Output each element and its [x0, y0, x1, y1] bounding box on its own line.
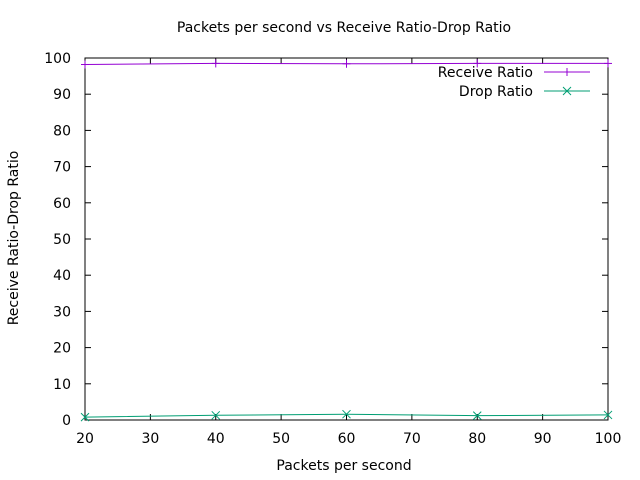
- data-point-drop-ratio: [472, 411, 482, 421]
- plot-axes: 20 30 40 50 60 70 80 90 100 0 10 20 30 40 50 60 70 80 90 10…: [44, 51, 621, 447]
- x-tick-label: 90: [534, 431, 552, 447]
- y-axis-label: Receive Ratio-Drop Ratio: [6, 151, 22, 326]
- legend-marker-drop-ratio: [562, 86, 572, 96]
- data-point-drop-ratio: [603, 410, 613, 420]
- y-tick-label: 90: [53, 87, 71, 103]
- legend-entry-receive-ratio: Receive Ratio: [438, 65, 590, 81]
- x-tick-label: 20: [76, 431, 94, 447]
- x-tick-label: 100: [595, 431, 622, 447]
- x-tick-label: 40: [207, 431, 225, 447]
- y-tick-label: 20: [53, 341, 71, 357]
- x-axis-label: Packets per second: [276, 458, 411, 474]
- series-drop-ratio: [80, 409, 613, 422]
- series-layer: [80, 59, 613, 422]
- x-tick-label: 30: [141, 431, 159, 447]
- y-tick-label: 100: [44, 51, 71, 67]
- series-receive-ratio: [81, 59, 612, 69]
- data-point-drop-ratio: [211, 410, 221, 420]
- y-tick-label: 10: [53, 377, 71, 393]
- legend-label: Receive Ratio: [438, 65, 533, 81]
- data-point-drop-ratio: [80, 412, 90, 422]
- y-tick-label: 60: [53, 196, 71, 212]
- y-tick-label: 0: [62, 413, 71, 429]
- y-tick-label: 70: [53, 160, 71, 176]
- x-tick-label: 50: [272, 431, 290, 447]
- legend: Receive Ratio Drop Ratio: [438, 65, 590, 100]
- y-tick-label: 50: [53, 232, 71, 248]
- y-tick-label: 80: [53, 123, 71, 139]
- x-tick-label: 80: [468, 431, 486, 447]
- x-tick-label: 60: [338, 431, 356, 447]
- legend-entry-drop-ratio: Drop Ratio: [459, 84, 590, 100]
- x-tick-label: 70: [403, 431, 421, 447]
- legend-label: Drop Ratio: [459, 84, 533, 100]
- data-point-drop-ratio: [342, 409, 351, 419]
- y-tick-label: 30: [53, 304, 71, 320]
- y-tick-label: 40: [53, 268, 71, 284]
- chart-title: Packets per second vs Receive Ratio-Drop…: [177, 20, 511, 36]
